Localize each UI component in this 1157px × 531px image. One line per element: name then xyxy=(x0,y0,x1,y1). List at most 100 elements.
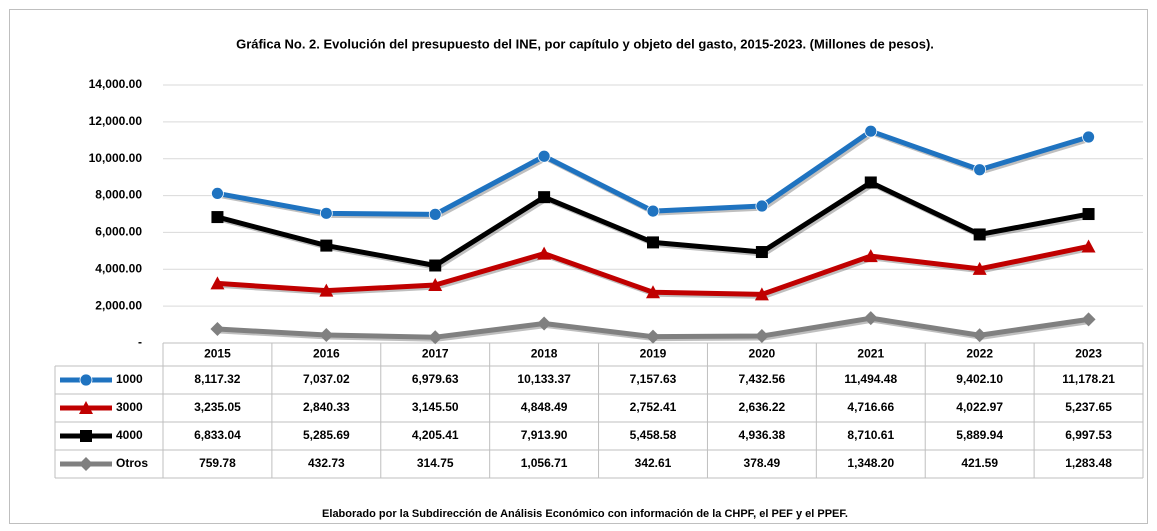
y-tick-label: 10,000.00 xyxy=(89,151,143,165)
point xyxy=(755,199,769,213)
legend-label: 1000 xyxy=(116,372,143,386)
point xyxy=(429,259,442,272)
table-value: 378.49 xyxy=(744,456,781,470)
point xyxy=(319,328,334,343)
legend-label: 3000 xyxy=(116,400,143,414)
table-value: 6,833.04 xyxy=(194,428,241,442)
point xyxy=(972,328,987,343)
x-tick-label: 2022 xyxy=(966,347,993,361)
legend-marker xyxy=(79,457,93,471)
table-value: 2,636.22 xyxy=(739,400,786,414)
table-value: 314.75 xyxy=(417,456,454,470)
point xyxy=(537,246,552,260)
table-value: 4,936.38 xyxy=(739,428,786,442)
point xyxy=(1082,208,1095,221)
point xyxy=(319,283,334,297)
table-value: 8,710.61 xyxy=(847,428,894,442)
legend-marker xyxy=(79,373,93,387)
table-value: 9,402.10 xyxy=(956,372,1003,386)
point xyxy=(428,330,443,345)
table-value: 5,889.94 xyxy=(956,428,1003,442)
point xyxy=(320,239,333,252)
y-tick-label: 8,000.00 xyxy=(95,188,142,202)
point xyxy=(646,329,660,344)
x-tick-label: 2016 xyxy=(313,347,340,361)
table-value: 7,157.63 xyxy=(630,372,677,386)
point xyxy=(646,285,660,299)
table-value: 4,848.49 xyxy=(521,400,568,414)
point xyxy=(754,287,769,301)
legend-label: Otros xyxy=(116,456,148,470)
note: Elaborado por la Subdirección de Análisi… xyxy=(322,508,848,520)
legend-marker xyxy=(79,401,93,414)
table-value: 7,432.56 xyxy=(739,372,786,386)
y-tick-label: 4,000.00 xyxy=(95,261,142,275)
table-value: 5,285.69 xyxy=(303,428,350,442)
point xyxy=(211,211,224,224)
point xyxy=(428,207,442,221)
x-tick-label: 2021 xyxy=(857,347,884,361)
point xyxy=(646,204,660,218)
table-value: 421.59 xyxy=(961,456,998,470)
y-tick-label: 14,000.00 xyxy=(89,77,143,91)
point xyxy=(210,276,225,290)
point xyxy=(428,278,443,292)
point xyxy=(973,163,987,177)
legend-label: 4000 xyxy=(116,428,143,442)
table-value: 6,979.63 xyxy=(412,372,459,386)
table-value: 4,022.97 xyxy=(956,400,1003,414)
x-tick-label: 2015 xyxy=(204,347,231,361)
table-value: 4,716.66 xyxy=(847,400,894,414)
table-value: 7,913.90 xyxy=(521,428,568,442)
table-value: 5,237.65 xyxy=(1065,400,1112,414)
point xyxy=(538,191,551,204)
point xyxy=(1081,312,1096,327)
point xyxy=(864,124,878,138)
table-value: 6,997.53 xyxy=(1065,428,1112,442)
table-value: 5,458.58 xyxy=(630,428,677,442)
point xyxy=(863,311,878,326)
table-value: 3,145.50 xyxy=(412,400,459,414)
y-tick-label: 6,000.00 xyxy=(95,225,142,239)
table-value: 759.78 xyxy=(199,456,236,470)
y-tick-label: 12,000.00 xyxy=(89,114,143,128)
table-value: 11,494.48 xyxy=(844,372,897,386)
y-tick-label: 2,000.00 xyxy=(95,298,142,312)
point xyxy=(1081,239,1096,253)
point xyxy=(972,261,987,275)
x-tick-label: 2017 xyxy=(422,347,449,361)
point xyxy=(863,249,878,263)
table-value: 432.73 xyxy=(308,456,345,470)
point xyxy=(319,206,333,220)
table-value: 2,840.33 xyxy=(303,400,350,414)
point xyxy=(210,321,225,336)
point xyxy=(211,187,224,200)
x-tick-label: 2019 xyxy=(640,347,667,361)
point xyxy=(755,246,768,259)
table-value: 7,037.02 xyxy=(303,372,350,386)
point xyxy=(537,316,552,331)
point xyxy=(864,176,877,189)
legend-marker xyxy=(80,430,92,442)
point xyxy=(647,236,659,249)
x-tick-label: 2020 xyxy=(749,347,776,361)
table-value: 342.61 xyxy=(635,456,672,470)
point xyxy=(973,228,986,241)
chart-title: Gráfica No. 2. Evolución del presupuesto… xyxy=(236,36,934,51)
table-value: 11,178.21 xyxy=(1062,372,1115,386)
table-value: 10,133.37 xyxy=(517,372,571,386)
x-tick-label: 2018 xyxy=(531,347,558,361)
table-value: 3,235.05 xyxy=(194,400,241,414)
table-value: 1,283.48 xyxy=(1065,456,1112,470)
point xyxy=(1082,130,1095,144)
x-tick-label: 2023 xyxy=(1075,347,1102,361)
point xyxy=(754,329,769,344)
y-tick-label: - xyxy=(138,335,142,349)
table-value: 1,348.20 xyxy=(847,456,894,470)
table-value: 8,117.32 xyxy=(194,372,240,386)
table-value: 1,056.71 xyxy=(521,456,568,470)
table-value: 4,205.41 xyxy=(412,428,459,442)
point xyxy=(537,149,551,163)
table-value: 2,752.41 xyxy=(630,400,677,414)
